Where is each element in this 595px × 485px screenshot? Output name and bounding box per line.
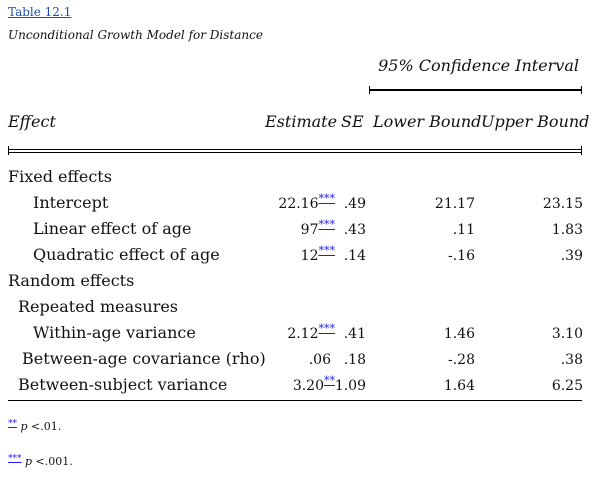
se-cell: .14 — [343, 248, 366, 264]
header-rule-tick-right — [581, 146, 582, 155]
column-header-lower-bound: Lower Bound — [373, 112, 482, 131]
column-header-estimate: Estimate — [265, 112, 338, 131]
estimate-cell: 22.16*** — [278, 192, 335, 212]
row-label: Between-age covariance (rho) — [22, 349, 266, 368]
lower-bound-cell: 21.17 — [434, 196, 475, 212]
header-rule-bottom — [8, 152, 582, 153]
se-cell: .43 — [343, 222, 366, 238]
upper-bound-cell: 23.15 — [542, 196, 583, 212]
footnote-p01: ** p <.01. — [8, 419, 62, 433]
lower-bound-cell: 1.64 — [443, 378, 475, 394]
se-cell: 1.09 — [334, 378, 366, 394]
upper-bound-cell: 6.25 — [551, 378, 583, 394]
header-rule-top — [8, 149, 582, 150]
footnote-stars[interactable]: ** — [8, 419, 17, 429]
significance-stars[interactable]: *** — [318, 218, 336, 231]
ci-rule-tick-left — [369, 86, 370, 94]
section-random-effects: Random effects — [8, 271, 135, 290]
se-cell: .18 — [343, 352, 366, 368]
estimate-cell: 97*** — [300, 218, 335, 238]
header-rule-tick-left — [8, 146, 9, 155]
lower-bound-cell: .11 — [452, 222, 475, 238]
estimate-cell: 2.12*** — [287, 322, 335, 342]
column-header-upper-bound: Upper Bound — [481, 112, 590, 131]
section-repeated-measures: Repeated measures — [18, 297, 179, 316]
lower-bound-cell: 1.46 — [443, 326, 475, 342]
lower-bound-cell: -.28 — [448, 352, 475, 368]
upper-bound-cell: 3.10 — [551, 326, 583, 342]
column-header-se: SE — [341, 112, 364, 131]
confidence-interval-header: 95% Confidence Interval — [378, 56, 579, 75]
table-caption: Unconditional Growth Model for Distance — [8, 28, 263, 42]
table-bottom-rule — [8, 400, 582, 401]
section-fixed-effects: Fixed effects — [8, 167, 112, 186]
row-label: Between-subject variance — [18, 375, 228, 394]
row-label: Linear effect of age — [33, 219, 192, 238]
upper-bound-cell: .39 — [560, 248, 583, 264]
estimate-cell: 3.20** — [292, 374, 335, 394]
estimate-cell: 12*** — [300, 244, 335, 264]
significance-stars[interactable]: *** — [318, 322, 336, 335]
se-cell: .41 — [343, 326, 366, 342]
footnote-stars[interactable]: *** — [8, 454, 22, 464]
significance-stars[interactable]: *** — [318, 192, 336, 205]
ci-rule — [369, 89, 582, 91]
row-label: Quadratic effect of age — [33, 245, 220, 264]
se-cell: .49 — [343, 196, 366, 212]
estimate-cell: .06 — [308, 352, 331, 368]
row-label: Within-age variance — [33, 323, 196, 342]
upper-bound-cell: 1.83 — [551, 222, 583, 238]
significance-stars[interactable]: ** — [324, 374, 335, 387]
upper-bound-cell: .38 — [560, 352, 583, 368]
table-label[interactable]: Table 12.1 — [8, 5, 72, 19]
lower-bound-cell: -.16 — [448, 248, 475, 264]
column-header-effect: Effect — [8, 112, 56, 131]
footnote-p001: *** p <.001. — [8, 454, 73, 468]
significance-stars[interactable]: *** — [318, 244, 336, 257]
ci-rule-tick-right — [581, 86, 582, 94]
row-label: Intercept — [33, 193, 109, 212]
